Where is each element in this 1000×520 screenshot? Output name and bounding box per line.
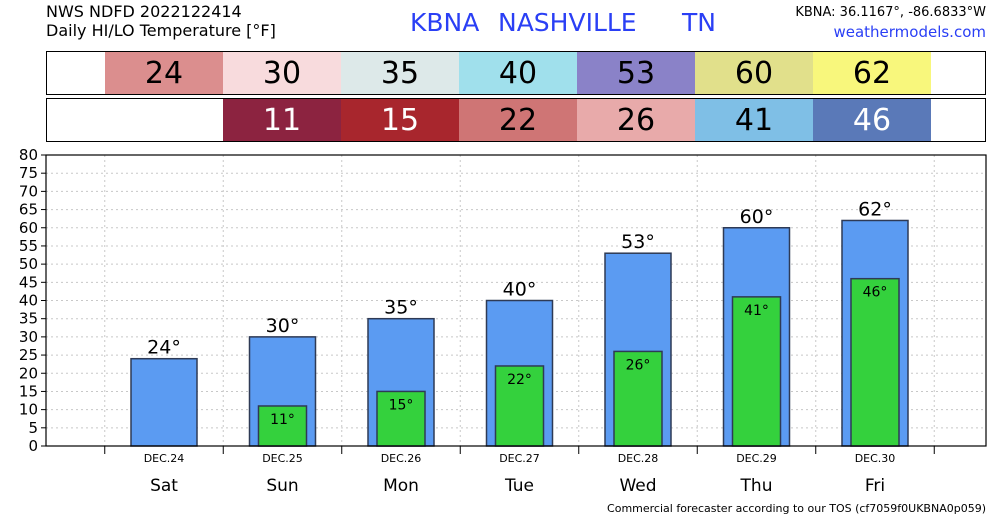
y-tick-label: 30 bbox=[19, 328, 38, 346]
high-temp-cell: 30 bbox=[223, 52, 341, 94]
day-label: Mon bbox=[383, 476, 419, 496]
high-temp-cell: 62 bbox=[813, 52, 931, 94]
low-bar-label: 46° bbox=[863, 285, 888, 301]
low-bar-label: 26° bbox=[626, 357, 651, 373]
day-label: Tue bbox=[504, 476, 534, 496]
high-temp-cell: 24 bbox=[105, 52, 223, 94]
low-temp-cell: 26 bbox=[577, 99, 695, 141]
high-bar-label: 62° bbox=[858, 198, 892, 220]
low-temp-cell: 11 bbox=[223, 99, 341, 141]
y-tick-label: 40 bbox=[19, 292, 38, 310]
low-temperature-strip: 11 15 22 26 41 46 bbox=[46, 98, 986, 142]
station-city: NASHVILLE bbox=[498, 8, 637, 37]
date-label: DEC.29 bbox=[736, 452, 777, 465]
plot-frame bbox=[45, 154, 987, 447]
y-tick-label: 20 bbox=[19, 364, 38, 382]
low-temp-cell: 46 bbox=[813, 99, 931, 141]
high-bar bbox=[130, 357, 198, 447]
day-label: Sun bbox=[266, 476, 298, 496]
high-temperature-strip: 24 30 35 40 53 60 62 bbox=[46, 51, 986, 95]
high-bar-label: 24° bbox=[147, 337, 181, 359]
date-label: DEC.25 bbox=[262, 452, 303, 465]
high-bar-label: 53° bbox=[621, 231, 655, 253]
date-label: DEC.27 bbox=[499, 452, 540, 465]
day-label: Sat bbox=[150, 476, 178, 496]
footer-note: Commercial forecaster according to our T… bbox=[607, 502, 986, 515]
low-temp-cell: 15 bbox=[341, 99, 459, 141]
y-tick-label: 80 bbox=[19, 146, 38, 164]
y-tick-label: 25 bbox=[19, 346, 38, 364]
high-temp-cell: 53 bbox=[577, 52, 695, 94]
low-temp-cell: 22 bbox=[459, 99, 577, 141]
y-tick-label: 10 bbox=[19, 401, 38, 419]
high-temp-cell: 35 bbox=[341, 52, 459, 94]
high-temp-cell: 40 bbox=[459, 52, 577, 94]
high-bar-label: 30° bbox=[266, 315, 300, 337]
y-tick-label: 75 bbox=[19, 164, 38, 182]
day-label: Fri bbox=[865, 476, 885, 496]
station-state: TN bbox=[682, 8, 716, 37]
temperature-chart: 24°30°11°35°15°40°22°53°26°60°41°62°46° … bbox=[19, 146, 987, 496]
date-label: DEC.26 bbox=[381, 452, 422, 465]
y-tick-label: 5 bbox=[28, 419, 38, 437]
y-tick-label: 15 bbox=[19, 382, 38, 400]
site-link[interactable]: weathermodels.com bbox=[833, 23, 986, 41]
high-bar-label: 40° bbox=[503, 279, 537, 301]
date-label: DEC.24 bbox=[144, 452, 185, 465]
y-tick-label: 50 bbox=[19, 255, 38, 273]
low-temp-cell: 41 bbox=[695, 99, 813, 141]
low-bar-label: 11° bbox=[270, 412, 295, 428]
y-tick-label: 60 bbox=[19, 219, 38, 237]
date-label: DEC.28 bbox=[618, 452, 659, 465]
high-bar-label: 60° bbox=[740, 206, 774, 228]
high-temp-cell: 60 bbox=[695, 52, 813, 94]
y-tick-label: 55 bbox=[19, 237, 38, 255]
product-subtitle: Daily HI/LO Temperature [°F] bbox=[46, 21, 276, 40]
low-bar-label: 41° bbox=[744, 303, 769, 319]
y-tick-label: 35 bbox=[19, 310, 38, 328]
product-title: NWS NDFD 2022122414 bbox=[46, 2, 242, 21]
y-tick-label: 0 bbox=[28, 437, 38, 455]
y-tick-label: 45 bbox=[19, 273, 38, 291]
low-bar bbox=[850, 277, 900, 447]
station-code: KBNA bbox=[410, 8, 480, 37]
date-label: DEC.30 bbox=[855, 452, 896, 465]
low-bar bbox=[731, 296, 782, 447]
y-tick-label: 65 bbox=[19, 201, 38, 219]
low-bar bbox=[376, 390, 426, 447]
day-label: Wed bbox=[619, 476, 656, 496]
y-tick-label: 70 bbox=[19, 182, 38, 200]
high-bar-label: 35° bbox=[384, 297, 418, 319]
low-bar-label: 22° bbox=[507, 372, 532, 388]
station-coordinates: KBNA: 36.1167°, -86.6833°W bbox=[795, 5, 986, 20]
low-bar-label: 15° bbox=[389, 397, 414, 413]
day-label: Thu bbox=[740, 476, 773, 496]
